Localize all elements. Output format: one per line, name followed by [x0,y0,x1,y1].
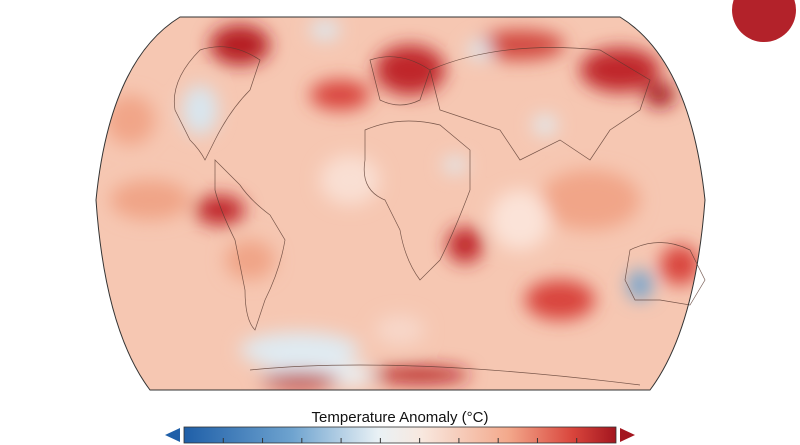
anomaly-region [310,20,340,40]
colorbar [165,426,635,444]
anomaly-region [110,180,190,220]
anomaly-region [475,30,565,60]
anomaly-region [320,155,380,205]
anomaly-region [533,115,557,135]
anomaly-region [628,270,652,300]
anomaly-region [375,45,445,95]
anomaly-field [96,17,705,390]
coastlines [173,46,706,386]
anomaly-region [182,85,218,135]
anomaly-region [645,83,675,107]
colorbar-min-arrow [165,428,180,442]
anomaly-region [210,25,270,65]
anomaly-region [370,367,470,383]
anomaly-region [240,332,360,368]
colorbar-title: Temperature Anomaly (°C) [311,409,489,426]
anomaly-region [525,280,595,320]
anomaly-region [375,315,425,345]
anomaly-region [105,95,155,145]
anomaly-region [195,195,245,225]
anomaly-region [468,40,492,60]
colorbar-gradient [183,426,617,444]
anomaly-region [580,48,660,92]
anomaly-region [540,170,640,230]
anomaly-region [310,80,370,110]
anomaly-region [447,227,483,263]
anomaly-region [490,190,550,250]
temperature-anomaly-map [95,16,706,391]
anomaly-region [225,240,275,280]
anomaly-region [443,157,467,173]
anomaly-region [260,372,340,388]
anomaly-region [660,245,700,285]
colorbar-max-arrow [620,428,635,442]
